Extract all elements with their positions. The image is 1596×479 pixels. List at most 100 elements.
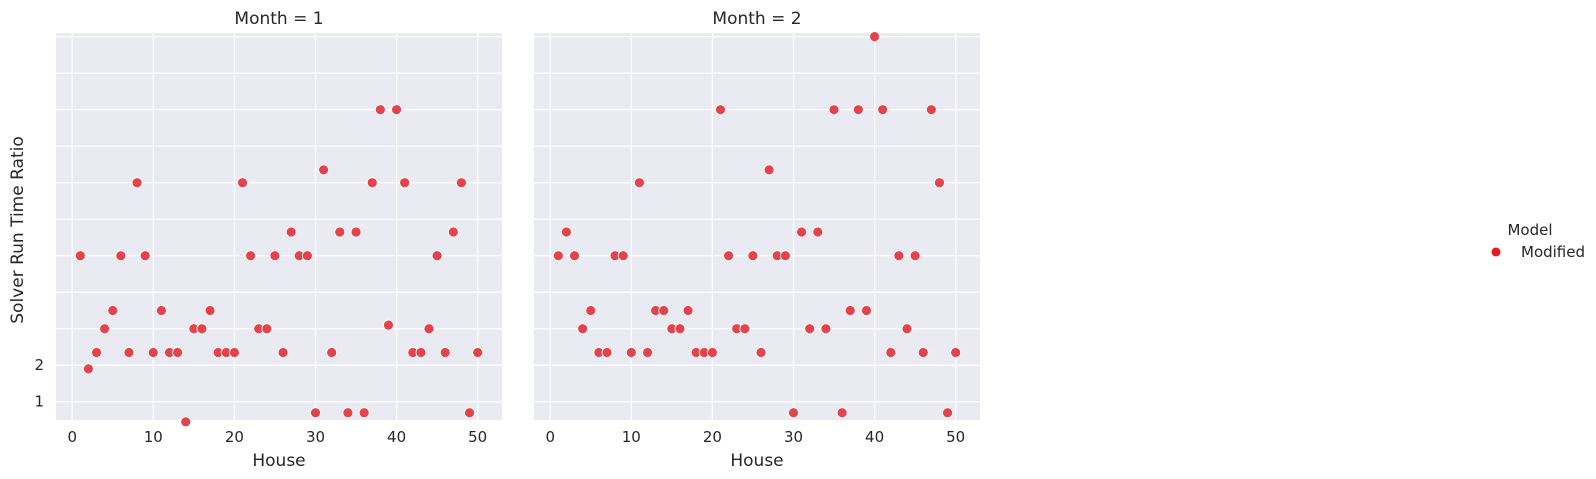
legend-label-modified: Modified xyxy=(1521,243,1585,261)
data-point xyxy=(91,347,102,358)
facet-title: Month = 2 xyxy=(712,9,801,29)
x-axis-label: House xyxy=(252,451,305,471)
data-point xyxy=(844,305,856,316)
data-point xyxy=(877,104,889,116)
data-point xyxy=(658,305,670,316)
data-point xyxy=(261,323,273,335)
facet-panel-1: 0 10 20 30 40 50 1 2 Month = 1 House xyxy=(34,9,502,471)
data-point xyxy=(739,323,751,335)
data-point xyxy=(83,363,94,375)
data-point xyxy=(115,250,127,262)
data-point xyxy=(747,250,759,262)
data-point xyxy=(934,177,945,189)
data-point xyxy=(237,177,248,189)
x-tick-label: 10 xyxy=(144,428,163,446)
data-point xyxy=(828,104,840,116)
data-point xyxy=(715,104,726,116)
data-point xyxy=(456,177,467,189)
data-point xyxy=(552,250,564,262)
data-point xyxy=(310,407,321,419)
data-point xyxy=(147,347,159,358)
x-tick-label: 0 xyxy=(545,428,555,446)
data-point xyxy=(893,250,905,262)
data-point xyxy=(196,323,208,335)
data-point xyxy=(561,226,572,238)
data-point xyxy=(909,250,921,262)
facet-panel-2: 0 10 20 30 40 50 Month = 2 House xyxy=(534,9,980,471)
data-point xyxy=(74,250,86,262)
legend-title: Model xyxy=(1507,221,1552,239)
data-point xyxy=(374,104,386,116)
data-point xyxy=(796,226,807,238)
data-point xyxy=(917,347,929,358)
data-point xyxy=(861,305,872,316)
data-point xyxy=(245,250,257,262)
x-tick-label: 0 xyxy=(67,428,77,446)
data-point xyxy=(277,347,289,358)
data-point xyxy=(326,347,338,358)
data-point xyxy=(269,250,281,262)
legend-marker-modified xyxy=(1491,247,1501,257)
x-tick-label: 20 xyxy=(703,428,722,446)
data-point xyxy=(204,305,216,316)
data-point xyxy=(950,347,962,358)
data-point xyxy=(123,347,135,358)
data-point xyxy=(447,226,459,238)
data-point xyxy=(585,305,597,316)
data-point xyxy=(285,226,297,238)
data-point xyxy=(925,104,937,116)
data-point xyxy=(358,407,370,419)
x-axis-label: House xyxy=(730,451,783,471)
data-point xyxy=(820,323,832,335)
x-tick-label: 50 xyxy=(946,428,965,446)
data-point xyxy=(812,226,824,238)
legend: Model Modified xyxy=(1491,221,1585,261)
data-point xyxy=(788,407,799,419)
data-point xyxy=(755,347,767,358)
data-point xyxy=(723,250,735,262)
data-point xyxy=(779,250,791,262)
data-point xyxy=(707,347,718,358)
data-point xyxy=(366,177,378,189)
plot-background xyxy=(56,33,502,420)
data-point xyxy=(301,250,313,262)
data-point xyxy=(350,226,362,238)
data-point xyxy=(869,31,880,43)
data-point xyxy=(139,250,151,262)
data-point xyxy=(431,250,443,262)
data-point xyxy=(423,323,435,335)
data-point xyxy=(439,347,451,358)
data-point xyxy=(836,407,848,419)
x-tick-label: 40 xyxy=(387,428,406,446)
y-tick-label: 2 xyxy=(34,356,44,374)
data-point xyxy=(334,226,346,238)
x-tick-label: 20 xyxy=(225,428,244,446)
data-point xyxy=(682,305,694,316)
data-point xyxy=(617,250,629,262)
data-point xyxy=(601,347,613,358)
data-point xyxy=(391,104,402,116)
x-tick-label: 30 xyxy=(784,428,803,446)
x-tick-label: 50 xyxy=(468,428,487,446)
data-point xyxy=(885,347,897,358)
data-point xyxy=(577,323,589,335)
data-point xyxy=(228,347,240,358)
data-point xyxy=(472,347,484,358)
data-point xyxy=(99,323,111,335)
facet-panels: 0 10 20 30 40 50 1 2 Month = 1 House 0 10 20 30 40 50 Mo… xyxy=(34,9,980,471)
plot-background xyxy=(534,33,980,420)
data-point xyxy=(901,323,913,335)
data-point xyxy=(383,319,394,331)
data-point xyxy=(804,323,816,335)
facet-title: Month = 1 xyxy=(234,9,323,29)
data-point xyxy=(852,104,864,116)
data-point xyxy=(415,347,427,358)
data-point xyxy=(399,177,411,189)
x-tick-label: 30 xyxy=(306,428,325,446)
data-point xyxy=(156,305,167,316)
data-point xyxy=(674,323,686,335)
data-point xyxy=(342,407,354,419)
data-point xyxy=(180,416,192,428)
y-axis-label: Solver Run Time Ratio xyxy=(8,136,28,323)
